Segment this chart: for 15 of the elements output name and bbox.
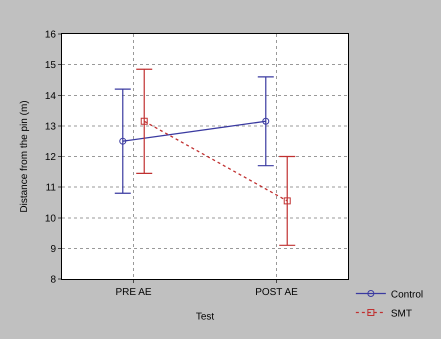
x-tick-label: PRE AE bbox=[115, 287, 152, 298]
x-tick-label: POST AE bbox=[255, 287, 298, 298]
y-tick-label: 11 bbox=[46, 182, 56, 194]
y-axis-title: Distance from the pin (m) bbox=[18, 100, 30, 213]
y-tick-label: 16 bbox=[44, 30, 56, 40]
y-tick-label: 10 bbox=[44, 213, 56, 224]
y-tick-label: 9 bbox=[50, 244, 56, 255]
y-tick-label: 15 bbox=[44, 60, 56, 72]
y-tick-label: 13 bbox=[44, 121, 56, 132]
y-tick-label: 14 bbox=[44, 90, 56, 102]
legend-label: Control bbox=[390, 289, 424, 300]
y-tick-label: 12 bbox=[44, 152, 56, 163]
legend-label: SMT bbox=[390, 308, 412, 320]
y-tick-label: 8 bbox=[50, 274, 56, 286]
x-axis-title: Test bbox=[196, 312, 214, 322]
